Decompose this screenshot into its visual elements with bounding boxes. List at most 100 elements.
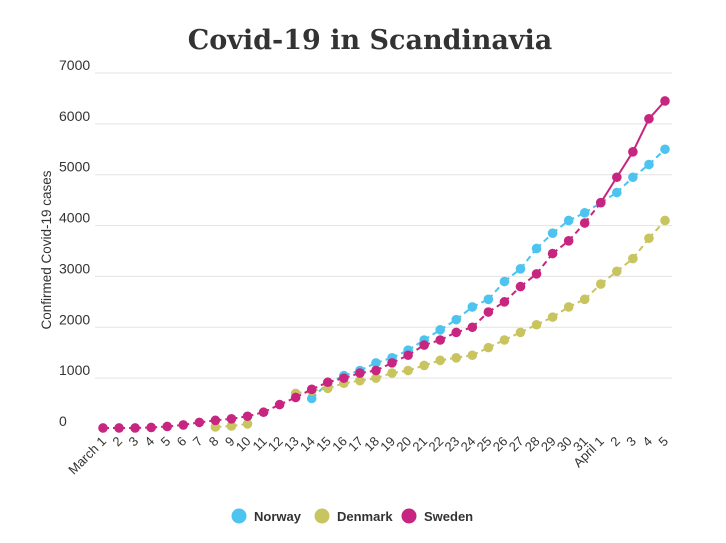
data-point	[419, 360, 429, 371]
data-point	[146, 422, 156, 433]
y-tick-label: 5000	[59, 159, 90, 175]
data-point	[579, 208, 590, 218]
data-point	[242, 419, 253, 429]
data-point	[563, 215, 574, 226]
data-point	[644, 233, 654, 244]
data-point	[547, 228, 558, 238]
x-tick-label: 4	[639, 434, 655, 450]
data-point	[210, 422, 221, 432]
x-tick-label: 5	[655, 434, 671, 450]
legend-item-sweden: Sweden	[401, 508, 473, 524]
data-point	[612, 187, 622, 198]
data-point	[644, 159, 654, 170]
data-point	[226, 421, 237, 431]
data-point	[371, 373, 381, 383]
data-point	[355, 375, 365, 386]
chart-title: Covid-19 in Scandinavia	[188, 25, 553, 56]
data-point	[210, 415, 221, 426]
series-denmark	[210, 215, 670, 432]
data-point	[98, 423, 108, 433]
data-point	[515, 264, 526, 274]
data-point	[435, 325, 446, 335]
data-point	[628, 172, 638, 183]
data-point	[579, 218, 590, 228]
data-point	[323, 377, 333, 388]
data-point	[371, 358, 381, 368]
y-tick-label: 4000	[59, 210, 90, 226]
legend-item-denmark: Denmark	[314, 508, 393, 524]
data-point	[306, 393, 317, 404]
data-point	[403, 350, 413, 361]
data-point	[451, 314, 462, 325]
data-point	[451, 327, 462, 338]
data-point	[531, 319, 542, 330]
y-tick-label: 1000	[59, 362, 90, 378]
x-tick-label: 2	[109, 434, 125, 450]
data-point	[579, 294, 590, 305]
data-point	[515, 281, 526, 292]
legend-label: Denmark	[337, 509, 393, 524]
data-point	[419, 340, 429, 350]
legend: Norway Denmark Sweden	[231, 508, 473, 524]
legend-label: Sweden	[424, 509, 473, 524]
data-point	[226, 414, 237, 424]
data-point	[531, 269, 542, 279]
x-tick-label: 4	[142, 434, 158, 450]
legend-marker	[314, 508, 330, 524]
y-tick-label: 6000	[59, 108, 90, 124]
data-point	[178, 420, 189, 430]
x-tick-label: 3	[623, 434, 639, 450]
series-lines	[98, 96, 670, 433]
y-tick-label: 7000	[59, 57, 90, 73]
data-point	[355, 368, 365, 378]
series-sweden	[98, 96, 670, 433]
data-point	[660, 215, 670, 226]
data-point	[258, 407, 269, 418]
data-point	[547, 312, 558, 322]
legend-marker	[401, 508, 417, 524]
data-point	[483, 342, 494, 353]
data-point	[371, 365, 381, 376]
data-point	[660, 144, 670, 155]
data-point	[290, 392, 301, 403]
x-tick-label: 7	[190, 434, 206, 450]
data-point	[451, 353, 462, 363]
data-point	[242, 411, 253, 422]
data-point	[595, 279, 606, 289]
data-point	[499, 297, 510, 307]
data-point	[467, 302, 478, 312]
data-point	[563, 302, 574, 312]
data-point	[563, 236, 574, 246]
y-tick-label: 0	[59, 413, 67, 429]
data-point	[403, 365, 413, 376]
data-point	[483, 294, 494, 305]
data-point	[339, 373, 349, 383]
data-point	[499, 276, 510, 287]
data-point	[194, 417, 205, 428]
x-axis-ticks: March 1 2 3 4 5 6 7 8 91011121314151617181920212…	[65, 434, 671, 478]
x-tick-label: 5	[158, 434, 174, 450]
data-point	[628, 147, 638, 157]
data-point	[612, 266, 622, 277]
legend-marker	[231, 508, 247, 524]
data-point	[306, 384, 317, 395]
data-point	[467, 350, 478, 361]
data-point	[595, 197, 606, 208]
data-point	[628, 253, 638, 264]
legend-label: Norway	[254, 509, 302, 524]
data-point	[162, 421, 173, 432]
y-axis-label: Confirmed Covid-19 cases	[39, 170, 54, 329]
data-point	[612, 172, 622, 183]
data-point	[114, 423, 124, 433]
data-point	[387, 368, 397, 378]
series-line-segment	[615, 151, 634, 178]
data-point	[499, 335, 510, 345]
y-tick-label: 3000	[59, 260, 90, 276]
data-point	[660, 96, 670, 106]
x-tick-label: March 1	[65, 434, 109, 478]
y-axis-ticks: 0 1000 2000 3000 4000 5000 6000 7000	[59, 57, 90, 429]
x-tick-label: 8	[206, 434, 222, 450]
data-point	[435, 355, 446, 366]
data-point	[483, 307, 494, 317]
